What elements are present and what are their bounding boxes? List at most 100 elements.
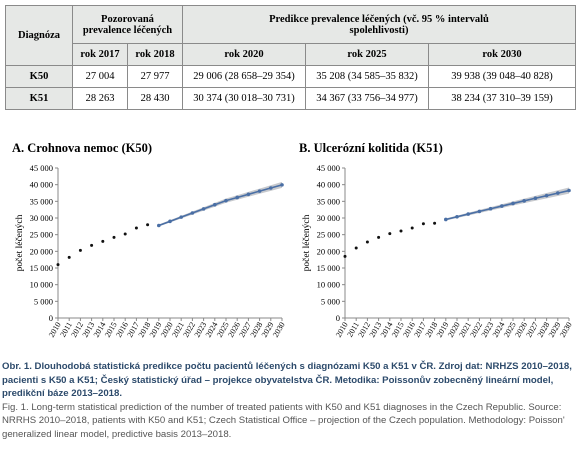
caption-en: Fig. 1. Long-term statistical prediction… bbox=[2, 401, 565, 440]
data-point bbox=[123, 232, 127, 236]
year-cell: rok 2018 bbox=[127, 43, 183, 66]
y-tick-label: 30 000 bbox=[317, 213, 340, 223]
data-point bbox=[56, 263, 60, 267]
y-tick-label: 0 bbox=[49, 313, 53, 323]
data-point bbox=[421, 222, 425, 226]
y-tick-label: 5 000 bbox=[321, 296, 340, 306]
data-point bbox=[567, 188, 571, 193]
data-point bbox=[500, 204, 504, 208]
cell: 27 004 bbox=[72, 65, 128, 88]
data-point bbox=[112, 235, 116, 239]
y-tick-label: 20 000 bbox=[317, 246, 340, 256]
data-point bbox=[179, 215, 183, 219]
y-axis-label: počet léčených bbox=[302, 214, 312, 271]
cell: 30 374 (30 018–30 731) bbox=[182, 87, 306, 110]
y-axis-label: počet léčených bbox=[15, 214, 25, 271]
data-point bbox=[269, 186, 273, 190]
header-cell: Predikce prevalence léčených (vč. 95 % i… bbox=[182, 5, 576, 44]
y-tick-label: 10 000 bbox=[30, 280, 53, 290]
y-tick-label: 35 000 bbox=[30, 196, 53, 206]
chart-b: B. Ulcerózní kolitida (K51) počet léčenýc… bbox=[299, 141, 574, 339]
x-tick-label: 2030 bbox=[271, 321, 287, 339]
cell: 27 977 bbox=[127, 65, 183, 88]
data-point bbox=[522, 199, 526, 203]
row-label: K50 bbox=[5, 65, 73, 88]
data-point bbox=[246, 192, 251, 197]
cell: 35 208 (34 585–35 832) bbox=[305, 65, 429, 88]
data-point bbox=[377, 235, 381, 239]
confidence-band bbox=[158, 181, 282, 227]
data-point bbox=[67, 255, 71, 259]
data-point bbox=[201, 207, 206, 211]
data-point bbox=[388, 232, 392, 236]
data-point bbox=[168, 219, 172, 224]
data-point bbox=[134, 226, 138, 230]
data-point bbox=[343, 254, 347, 258]
y-tick-label: 25 000 bbox=[30, 230, 53, 240]
chart-title: B. Ulcerózní kolitida (K51) bbox=[299, 141, 443, 155]
data-point bbox=[466, 212, 470, 216]
row-label: K51 bbox=[5, 87, 73, 110]
y-tick-label: 45 000 bbox=[30, 163, 53, 173]
header-cell: Diagnóza bbox=[5, 5, 73, 66]
y-tick-label: 20 000 bbox=[30, 246, 53, 256]
y-tick-label: 40 000 bbox=[317, 180, 340, 190]
y-tick-label: 30 000 bbox=[30, 213, 53, 223]
header-text: Predikce prevalence léčených (vč. 95 % i… bbox=[269, 13, 489, 36]
caption: Obr. 1. Dlouhodobá statistická predikce … bbox=[2, 360, 577, 441]
prediction-line bbox=[445, 189, 570, 221]
cell: 28 263 bbox=[72, 87, 128, 110]
data-point bbox=[544, 193, 549, 198]
cell: 38 234 (37 310–39 159) bbox=[428, 87, 576, 110]
data-point bbox=[511, 201, 515, 206]
y-tick-label: 10 000 bbox=[317, 280, 340, 290]
header-text: Pozorovaná prevalence léčených bbox=[82, 13, 173, 36]
y-tick-label: 40 000 bbox=[30, 180, 53, 190]
data-point bbox=[444, 217, 448, 222]
data-point bbox=[280, 183, 284, 187]
cell: 29 006 (28 658–29 354) bbox=[182, 65, 306, 88]
y-tick-label: 0 bbox=[336, 313, 340, 323]
data-point bbox=[78, 248, 82, 252]
data-point bbox=[433, 221, 437, 225]
data-point bbox=[455, 214, 459, 219]
y-tick-label: 25 000 bbox=[317, 230, 340, 240]
caption-cz: Obr. 1. Dlouhodobá statistická predikce … bbox=[2, 361, 572, 399]
data-point bbox=[488, 206, 493, 211]
data-point bbox=[224, 198, 228, 203]
data-point bbox=[146, 223, 150, 227]
y-tick-label: 15 000 bbox=[30, 263, 53, 273]
data-point bbox=[235, 195, 239, 200]
data-point bbox=[190, 211, 195, 215]
cell: 39 938 (39 048–40 828) bbox=[428, 65, 576, 88]
y-tick-label: 5 000 bbox=[34, 296, 53, 306]
year-cell: rok 2020 bbox=[182, 43, 306, 66]
data-point bbox=[354, 246, 358, 250]
y-tick-label: 15 000 bbox=[317, 263, 340, 273]
data-point bbox=[257, 189, 262, 193]
year-cell: rok 2017 bbox=[72, 43, 128, 66]
cell: 28 430 bbox=[127, 87, 183, 110]
data-point bbox=[365, 240, 369, 244]
data-point bbox=[213, 202, 217, 207]
data-point bbox=[399, 229, 403, 233]
chart-title: A. Crohnova nemoc (K50) bbox=[12, 141, 152, 155]
data-point bbox=[533, 196, 538, 201]
x-tick-label: 2030 bbox=[558, 321, 574, 339]
data-point bbox=[90, 243, 94, 247]
data-point bbox=[410, 226, 414, 230]
chart-a: A. Crohnova nemoc (K50) počet léčených 0 5 … bbox=[12, 141, 287, 339]
data-point bbox=[101, 239, 105, 243]
data-point bbox=[477, 209, 482, 214]
header-cell: Pozorovaná prevalence léčených bbox=[72, 5, 183, 44]
prevalence-table: Diagnóza Pozorovaná prevalence léčených … bbox=[5, 5, 576, 110]
prediction-line bbox=[158, 184, 283, 227]
data-point bbox=[556, 191, 560, 195]
data-point bbox=[157, 223, 161, 228]
y-tick-label: 45 000 bbox=[317, 163, 340, 173]
cell: 34 367 (33 756–34 977) bbox=[305, 87, 429, 110]
year-cell: rok 2030 bbox=[428, 43, 576, 66]
year-cell: rok 2025 bbox=[305, 43, 429, 66]
y-tick-label: 35 000 bbox=[317, 196, 340, 206]
